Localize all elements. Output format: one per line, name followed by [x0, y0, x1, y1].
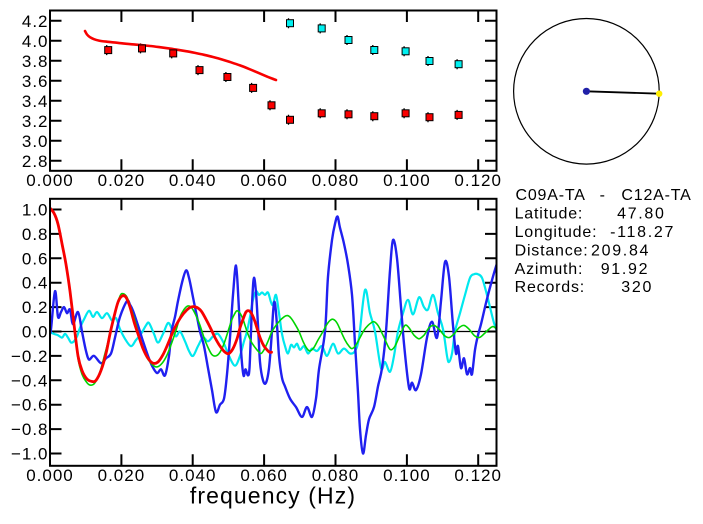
- svg-text:−0.2: −0.2: [11, 347, 49, 366]
- svg-text:0.020: 0.020: [98, 466, 146, 485]
- svg-text:0.120: 0.120: [454, 466, 502, 485]
- svg-text:-118.27: -118.27: [610, 224, 675, 241]
- svg-text:Azimuth:: Azimuth:: [515, 261, 584, 278]
- svg-text:0.020: 0.020: [98, 171, 146, 190]
- svg-text:0.000: 0.000: [26, 466, 74, 485]
- svg-text:0.040: 0.040: [169, 466, 217, 485]
- svg-text:4.2: 4.2: [22, 12, 49, 31]
- svg-text:91.92: 91.92: [601, 261, 650, 278]
- svg-text:209.84: 209.84: [591, 242, 650, 259]
- svg-text:−0.4: −0.4: [11, 371, 49, 390]
- svg-text:0.080: 0.080: [312, 171, 360, 190]
- svg-text:3.4: 3.4: [22, 92, 49, 111]
- svg-text:320: 320: [621, 279, 653, 296]
- svg-text:0.8: 0.8: [22, 225, 49, 244]
- svg-text:0.4: 0.4: [22, 274, 49, 293]
- svg-text:1.0: 1.0: [22, 201, 49, 220]
- svg-text:C09A-TA: C09A-TA: [516, 187, 586, 204]
- svg-text:0.100: 0.100: [383, 466, 431, 485]
- svg-text:−0.8: −0.8: [11, 420, 49, 439]
- svg-text:Longitude:: Longitude:: [515, 224, 598, 241]
- svg-text:0.080: 0.080: [312, 466, 360, 485]
- svg-text:3.0: 3.0: [22, 132, 49, 151]
- svg-text:−0.6: −0.6: [11, 396, 49, 415]
- svg-text:0.060: 0.060: [240, 171, 288, 190]
- svg-text:−1.0: −1.0: [11, 445, 49, 464]
- svg-text:0.100: 0.100: [383, 171, 431, 190]
- svg-text:0.000: 0.000: [26, 171, 74, 190]
- svg-text:2.8: 2.8: [22, 152, 49, 171]
- svg-text:0.060: 0.060: [240, 466, 288, 485]
- svg-text:-: -: [600, 187, 606, 204]
- svg-text:Records:: Records:: [515, 279, 585, 296]
- svg-text:Latitude:: Latitude:: [515, 206, 584, 223]
- svg-text:3.6: 3.6: [22, 72, 49, 91]
- svg-text:0.6: 0.6: [22, 249, 49, 268]
- svg-text:0.2: 0.2: [22, 298, 49, 317]
- svg-text:frequency (Hz): frequency (Hz): [190, 483, 356, 509]
- svg-text:3.8: 3.8: [22, 52, 49, 71]
- svg-text:47.80: 47.80: [617, 206, 666, 223]
- svg-text:3.2: 3.2: [22, 112, 49, 131]
- svg-text:0.040: 0.040: [169, 171, 217, 190]
- svg-text:4.0: 4.0: [22, 32, 49, 51]
- svg-text:0.120: 0.120: [454, 171, 502, 190]
- svg-text:C12A-TA: C12A-TA: [621, 187, 691, 204]
- svg-text:0.0: 0.0: [22, 323, 49, 342]
- svg-text:Distance:: Distance:: [515, 242, 589, 259]
